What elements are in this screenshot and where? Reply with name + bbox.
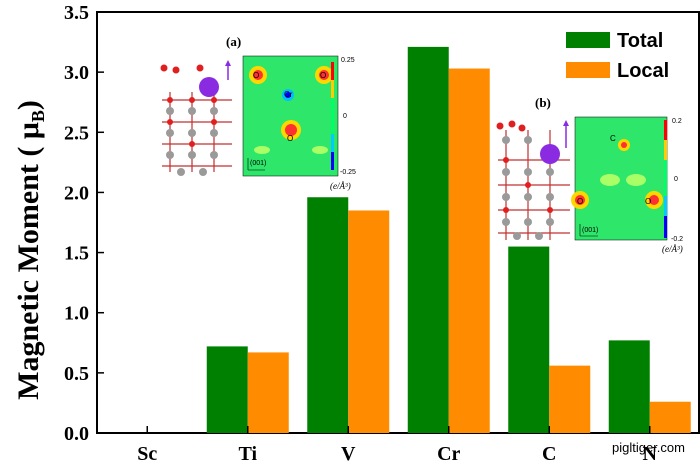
inset-a-charge-density-map: O O Cr O (001) [242, 55, 339, 177]
y-axis-label-close: ) [12, 100, 45, 110]
plot-border [96, 11, 700, 434]
y-tick-label: 3.0 [64, 62, 89, 84]
legend: Total Local [566, 30, 669, 82]
bar-total-ti [206, 346, 248, 433]
inset-b-colorbar [664, 120, 667, 238]
y-tick-label: 0.5 [64, 363, 89, 385]
legend-label-local: Local [617, 60, 669, 82]
inset-a-colorbar [331, 62, 334, 170]
inset-a-label: (a) [226, 34, 241, 49]
inset-b-atom-c: C [610, 134, 616, 143]
inset-b-charge-density-map: C O O (001) [571, 116, 668, 241]
inset-b: (b) C O O (001) [494, 95, 683, 254]
inset-a-atom-cr: Cr [284, 90, 293, 99]
bar-local-ti [247, 352, 289, 433]
inset-b-crystal-structure-image [494, 120, 574, 240]
x-tick-label: C [542, 443, 556, 465]
y-tick-label: 0.0 [64, 423, 89, 445]
bar-local-v [348, 210, 390, 433]
inset-a-colorbar-max: 0.25 [341, 57, 355, 64]
y-axis-ticks: 0.0 0.5 1.0 1.5 2.0 2.5 3.0 3.5 [64, 2, 104, 445]
bar-total-cr [407, 46, 449, 433]
inset-b-colorbar-min: -0.2 [671, 236, 683, 243]
inset-a-colorbar-min: -0.25 [340, 169, 356, 176]
y-axis-label-sub: B [28, 110, 48, 122]
x-tick-label: N [643, 443, 658, 465]
y-tick-label: 1.5 [64, 243, 89, 265]
inset-b-direction-label: (001) [582, 227, 598, 234]
inset-a-direction-label: (001) [250, 160, 266, 167]
inset-a-colorbar-unit: (e/Å³) [330, 181, 351, 191]
bars-group [206, 46, 691, 433]
x-tick-label: V [341, 443, 356, 465]
inset-b-colorbar-unit: (e/Å³) [662, 244, 683, 254]
legend-label-total: Total [617, 30, 663, 52]
bar-local-cr [448, 68, 490, 433]
x-tick-label: Ti [238, 443, 257, 465]
inset-b-colorbar-max: 0.2 [672, 118, 682, 125]
inset-b-label: (b) [535, 95, 551, 110]
inset-b-atom-o-2: O [645, 197, 651, 206]
inset-b-colorbar-mid: 0 [674, 176, 678, 183]
inset-b-atom-o-1: O [577, 197, 583, 206]
inset-a: (a) O O Cr O (001) [158, 34, 356, 191]
x-tick-label: Sc [137, 443, 157, 465]
legend-swatch-total [566, 32, 610, 48]
bar-local-c [549, 365, 591, 433]
y-tick-label: 1.0 [64, 303, 89, 325]
bar-total-v [307, 197, 349, 433]
plot-frame [96, 11, 700, 434]
bar-local-n [649, 401, 691, 433]
y-tick-label: 3.5 [64, 2, 89, 24]
y-tick-label: 2.0 [64, 182, 89, 204]
x-tick-label: Cr [437, 443, 460, 465]
y-tick-label: 2.5 [64, 122, 89, 144]
watermark: pigltiger.com [612, 440, 685, 455]
inset-a-atom-o-2: O [320, 71, 326, 80]
inset-a-atom-o-1: O [253, 71, 259, 80]
x-axis-labels: Sc Ti V Cr C N [137, 426, 658, 465]
inset-a-colorbar-mid: 0 [343, 113, 347, 120]
bar-total-c [508, 246, 550, 433]
bar-total-n [608, 340, 650, 433]
y-axis-label: Magnetic Moment ( μB) [12, 100, 48, 400]
inset-a-atom-o-3: O [287, 134, 293, 143]
legend-swatch-local [566, 62, 610, 78]
y-axis-label-main: Magnetic Moment ( μ [12, 122, 45, 400]
inset-a-crystal-structure-image [158, 60, 236, 176]
